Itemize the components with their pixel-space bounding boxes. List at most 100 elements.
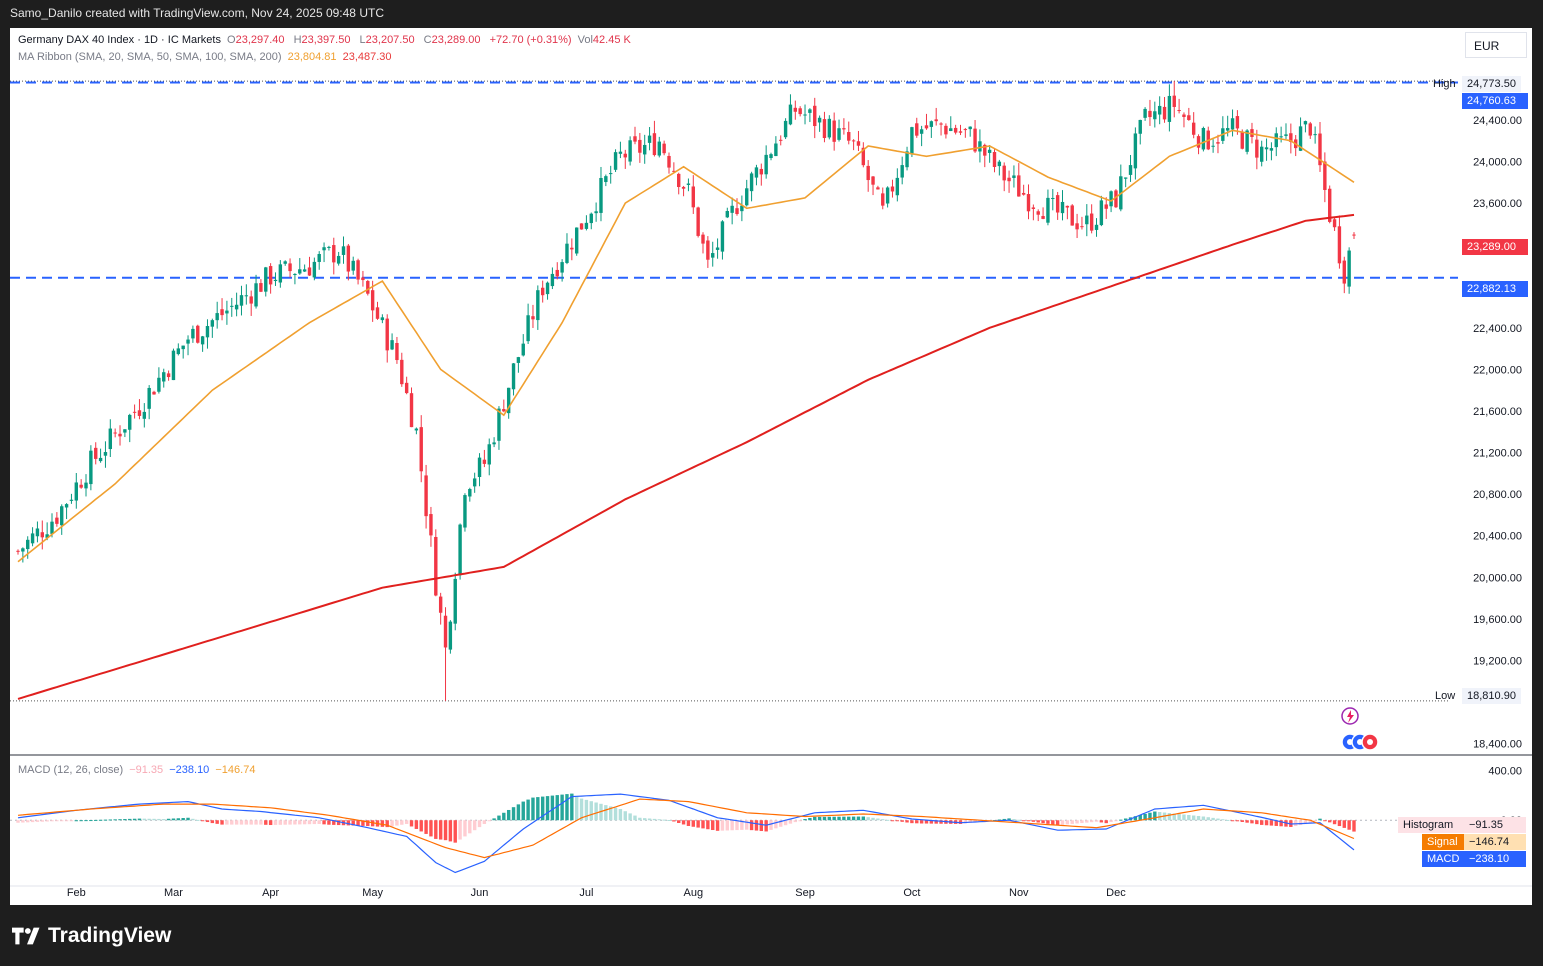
macd-histogram-bar	[468, 820, 472, 834]
candle-body	[1133, 133, 1138, 169]
candle-body	[764, 154, 768, 175]
candle-body	[98, 457, 103, 462]
macd-histogram-bar	[414, 820, 419, 829]
tradingview-brand[interactable]: TradingView	[12, 924, 171, 948]
macd-value-legend: −238.10	[169, 764, 210, 776]
macd-histogram-bar	[205, 820, 210, 823]
macd-histogram-bar	[1080, 820, 1084, 824]
macd-histogram-bar	[152, 818, 156, 821]
candle-body	[808, 109, 812, 113]
macd-histogram-bar	[1318, 818, 1322, 821]
macd-histogram-bar	[64, 820, 69, 822]
candle-body	[511, 363, 516, 390]
candle-body	[730, 205, 734, 213]
candle-body	[545, 282, 550, 295]
tradingview-logo-icon	[12, 927, 40, 945]
candle-body	[181, 345, 185, 350]
macd-histogram-bar	[652, 818, 657, 821]
macd-histogram-bar	[623, 811, 627, 821]
macd-histogram-bar	[492, 818, 496, 821]
macd-histogram-bar	[686, 820, 691, 826]
candle-body	[1046, 197, 1050, 223]
macd-histogram-bar	[400, 820, 404, 825]
macd-histogram-bar	[851, 816, 856, 821]
macd-histogram-bar	[511, 807, 516, 821]
ma-legend[interactable]: MA Ribbon (SMA, 20, SMA, 50, SMA, 100, S…	[18, 51, 395, 63]
candle-body	[380, 317, 385, 321]
candle-body	[822, 119, 827, 139]
macd-histogram-bar	[1167, 813, 1172, 821]
candle-body	[1191, 122, 1196, 135]
macd-histogram-bar	[1109, 820, 1113, 822]
macd-histogram-bar	[1012, 819, 1016, 821]
candle-body	[448, 621, 453, 650]
macd-histogram-bar	[497, 815, 501, 821]
candle-body	[1240, 131, 1244, 149]
candle-body	[404, 382, 409, 394]
macd-tick-label: 400.00	[1488, 765, 1522, 777]
macd-histogram-bar	[317, 820, 321, 824]
macd-histogram-bar	[424, 820, 428, 834]
macd-legend[interactable]: MACD (12, 26, close) −91.35 −238.10 −146…	[18, 764, 258, 776]
macd-histogram-bar	[1055, 820, 1060, 826]
macd-histogram-bar	[60, 820, 64, 822]
candle-body	[837, 128, 841, 140]
candle-body	[1308, 123, 1312, 136]
candle-body	[1153, 111, 1157, 120]
macd-histogram-bar	[1235, 820, 1240, 822]
macd-histogram-bar	[346, 820, 351, 826]
candle-body	[769, 154, 773, 159]
candle-body	[910, 127, 914, 155]
chart-frame[interactable]: 24,400.0024,000.0023,600.0023,200.0022,8…	[10, 28, 1532, 905]
candle-body	[273, 279, 278, 282]
macd-histogram-bar	[657, 819, 661, 821]
symbol-legend[interactable]: Germany DAX 40 Index · 1D · IC Markets O…	[18, 34, 637, 46]
candle-body	[604, 176, 608, 183]
time-tick-label: Feb	[67, 887, 86, 899]
candle-body	[983, 144, 987, 156]
macd-histogram-bar	[302, 820, 307, 825]
macd-histogram-bar	[647, 818, 652, 821]
macd-histogram-bar	[1269, 820, 1274, 826]
macd-histogram-bar	[1075, 820, 1079, 824]
candle-body	[157, 377, 161, 392]
open-value: 23,297.40	[235, 34, 285, 46]
macd-line	[17, 793, 1355, 874]
candle-body	[375, 307, 380, 319]
macd-histogram-bar	[307, 820, 312, 825]
macd-histogram-bar	[118, 819, 122, 821]
candle-body	[939, 123, 943, 125]
candle-body	[1012, 175, 1016, 178]
candle-body	[341, 246, 346, 255]
candle-body	[929, 121, 934, 127]
price-chart[interactable]: 24,400.0024,000.0023,600.0023,200.0022,8…	[10, 28, 1532, 905]
macd-histogram-bar	[1026, 820, 1031, 822]
macd-histogram-bar	[1065, 820, 1070, 825]
sma20-line	[17, 129, 1355, 563]
candle-body	[40, 532, 44, 538]
macd-histogram-bar	[1337, 820, 1342, 827]
macd-histogram-bar	[574, 796, 579, 821]
candle-body	[45, 534, 49, 538]
time-tick-label: Oct	[903, 887, 920, 899]
candle-body	[978, 141, 982, 152]
macd-histogram-bar	[910, 820, 914, 824]
macd-histogram-bar	[162, 819, 166, 821]
candle-body	[137, 410, 142, 416]
candle-body	[35, 528, 40, 537]
brand-name: TradingView	[48, 924, 172, 947]
price-tick-label: 18,400.00	[1473, 739, 1522, 751]
candle-body	[618, 151, 623, 154]
currency-selector[interactable]: EUR	[1465, 32, 1527, 58]
candle-body	[64, 504, 69, 508]
macd-histogram-bar	[536, 797, 540, 821]
candle-body	[1313, 134, 1317, 136]
candle-body	[1332, 219, 1337, 228]
macd-histogram-bar	[1303, 820, 1308, 825]
candle-body	[1245, 130, 1249, 152]
macd-histogram-bar	[1221, 819, 1225, 821]
candle-body	[652, 133, 657, 156]
candle-body	[900, 165, 904, 178]
candle-body	[205, 326, 210, 338]
candle-body	[735, 208, 739, 215]
